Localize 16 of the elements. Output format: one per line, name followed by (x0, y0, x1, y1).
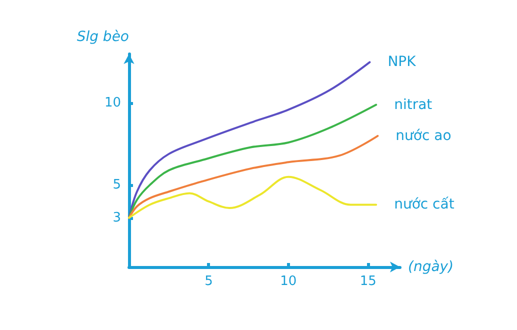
x-axis-title: (ngày) (408, 259, 454, 275)
line-series (128, 134, 379, 219)
line-series (128, 104, 378, 219)
line-series (128, 61, 371, 219)
x-tick-label: 5 (204, 274, 213, 289)
line-series (128, 176, 378, 219)
series-label: nước cất (394, 196, 455, 213)
series-label: nước ao (396, 128, 452, 144)
y-axis-title: Slg bèo (76, 29, 129, 45)
y-tick-label: 3 (112, 210, 121, 226)
x-tick-label: 10 (280, 274, 297, 289)
x-tick-label: 15 (360, 274, 376, 289)
y-tick-label: 5 (112, 178, 121, 193)
series-label: NPK (388, 54, 417, 70)
series-label: nitrat (394, 96, 433, 113)
y-tick-label: 10 (104, 96, 121, 111)
